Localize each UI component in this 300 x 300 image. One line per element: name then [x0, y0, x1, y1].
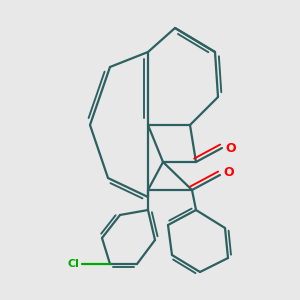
Text: O: O	[223, 166, 234, 178]
Text: Cl: Cl	[67, 259, 79, 269]
Text: O: O	[225, 142, 236, 154]
